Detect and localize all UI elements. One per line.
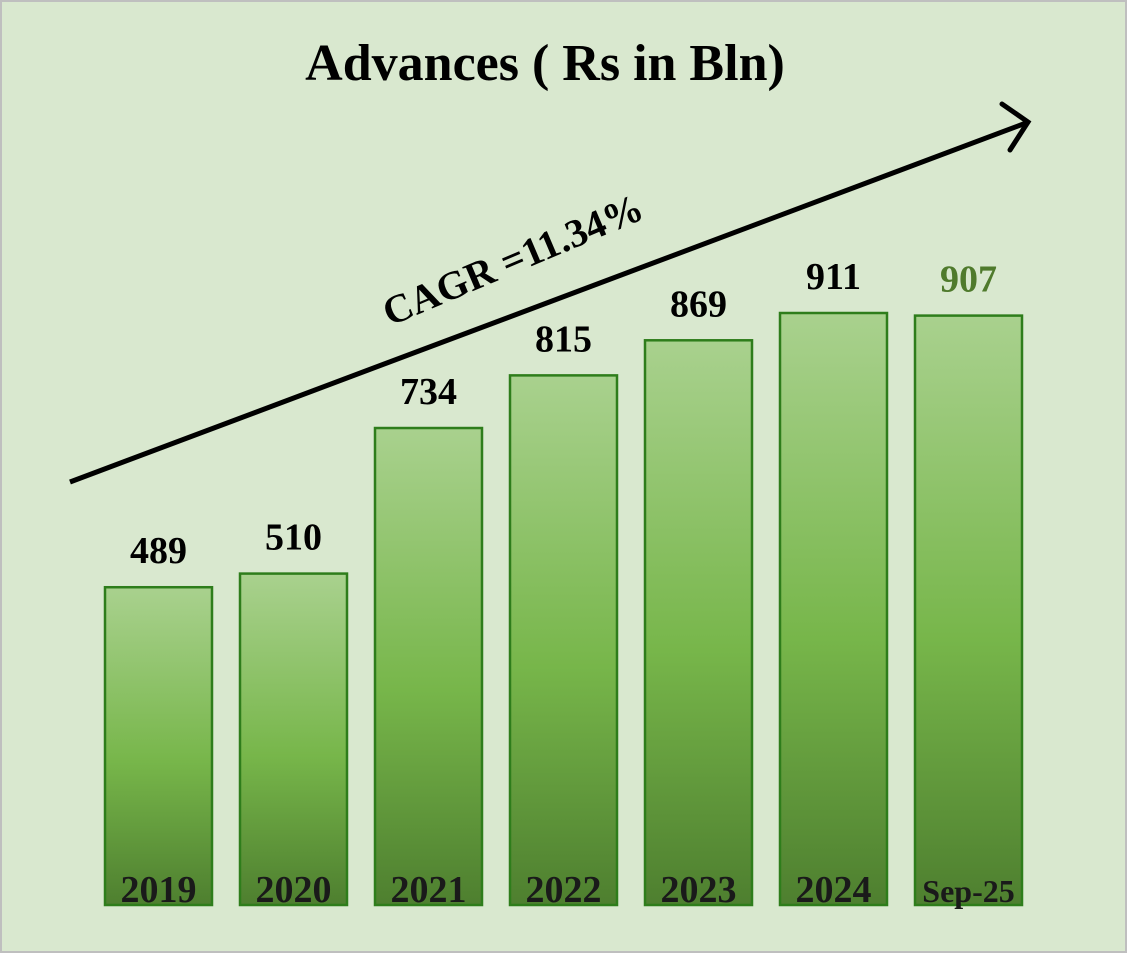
value-label: 869 xyxy=(670,283,727,325)
x-tick-label: 2022 xyxy=(526,869,602,911)
value-label: 489 xyxy=(130,530,187,572)
x-tick-label: Sep-25 xyxy=(922,873,1014,909)
x-tick-label: 2021 xyxy=(391,869,467,911)
x-tick-label: 2020 xyxy=(256,869,332,911)
x-tick-label: 2019 xyxy=(121,869,197,911)
value-label: 734 xyxy=(400,371,457,413)
bar xyxy=(373,426,484,907)
bar xyxy=(238,572,349,907)
bar xyxy=(103,585,214,907)
value-label: 911 xyxy=(806,256,861,298)
arrow-head xyxy=(999,101,1032,153)
value-label: 815 xyxy=(535,318,592,360)
x-tick-label: 2024 xyxy=(796,869,872,911)
bar xyxy=(913,314,1024,907)
bar xyxy=(778,311,889,907)
trend-arrow xyxy=(69,101,1032,485)
bar xyxy=(643,339,754,907)
value-label: 907 xyxy=(940,259,997,301)
value-label: 510 xyxy=(265,517,322,559)
chart-title: Advances ( Rs in Bln) xyxy=(305,35,785,92)
trend-line xyxy=(69,120,1027,485)
x-tick-label: 2023 xyxy=(661,869,737,911)
bars: 489 2019 510 2020 734 2021 815 2022 869 2023 911 20… xyxy=(103,256,1024,911)
bar xyxy=(508,374,619,907)
